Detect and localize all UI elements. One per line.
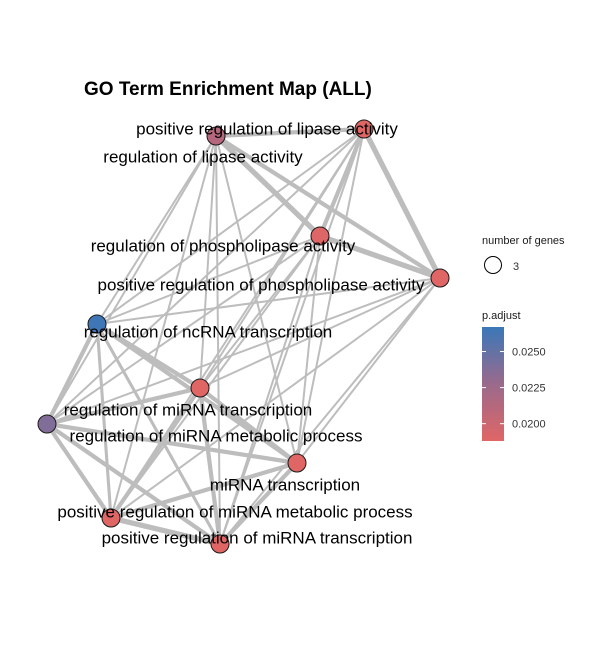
node-label-reg-mirna-tx: regulation of miRNA transcription: [64, 400, 313, 419]
edge-pos-lipase-reg-lipase: [213, 126, 367, 139]
node-reg-lipase: [206, 126, 226, 146]
edge-reg-mirna-tx-pos-mirna-tx: [197, 385, 223, 547]
edge-reg-lipase-reg-mirna-tx: [199, 135, 217, 389]
node-label-pos-mirna-tx: positive regulation of miRNA transcripti…: [102, 528, 413, 547]
legend-tick-label: 0.0250: [512, 347, 546, 359]
edge-reg-lipase-ncrna: [96, 135, 217, 325]
edge-reg-lipase-pos-mirna-met: [110, 135, 217, 519]
legend-ticks: 0.0250 0.0225 0.0200: [482, 347, 546, 431]
edge-reg-phospho-reg-mirna-met: [46, 235, 321, 425]
edge-reg-mirna-met-mirna-tx: [44, 421, 300, 466]
edge-ncrna-pos-mirna-tx: [95, 322, 222, 546]
edge-pos-phospho-ncrna: [96, 277, 441, 325]
node-reg-mirna-tx: [190, 378, 210, 398]
edge-reg-phospho-pos-phospho: [317, 233, 443, 281]
edge-mirna-tx-pos-mirna-met: [108, 460, 300, 521]
edge-ncrna-reg-mirna-met: [44, 321, 100, 427]
node-reg-mirna-met: [37, 414, 57, 434]
node-label-pos-mirna-met: positive regulation of miRNA metabolic p…: [57, 502, 412, 521]
edge-reg-phospho-ncrna: [96, 235, 321, 325]
edge-pos-lipase-reg-phospho: [317, 126, 367, 239]
edge-reg-lipase-pos-phospho: [213, 133, 443, 281]
node-pos-phospho: [430, 268, 450, 288]
edge-reg-mirna-met-pos-mirna-met: [44, 421, 114, 521]
nodes: [37, 119, 450, 554]
legend-size-title: number of genes: [482, 235, 565, 247]
chart-title: GO Term Enrichment Map (ALL): [84, 79, 372, 100]
edge-pos-phospho-reg-mirna-met: [46, 277, 441, 425]
node-label-ncrna: regulation of ncRNA transcription: [84, 322, 333, 341]
edges: [44, 126, 443, 547]
node-label-reg-lipase: regulation of lipase activity: [103, 147, 303, 166]
node-label-pos-lipase: positive regulation of lipase activity: [136, 119, 398, 138]
legend: number of genes 3 p.adjust 0.02500.02250…: [482, 235, 565, 441]
node-pos-lipase: [354, 119, 374, 139]
edge-pos-lipase-mirna-tx: [296, 128, 365, 464]
node-pos-mirna-met: [101, 508, 121, 528]
node-reg-phospho: [310, 226, 330, 246]
node-ncrna: [87, 314, 107, 334]
legend-tick-label: 0.0200: [512, 419, 546, 431]
edge-pos-lipase-pos-phospho: [361, 126, 443, 281]
legend-colorbar: [482, 327, 504, 441]
edge-reg-lipase-reg-phospho: [213, 133, 323, 239]
edge-reg-mirna-tx-reg-mirna-met: [44, 385, 203, 427]
edge-reg-lipase-mirna-tx: [215, 135, 298, 464]
node-labels: positive regulation of lipase activity re…: [57, 119, 425, 547]
legend-size-value: 3: [513, 261, 519, 273]
node-label-pos-phospho: positive regulation of phospholipase act…: [98, 275, 425, 294]
edge-pos-lipase-ncrna: [96, 128, 365, 325]
edge-mirna-tx-pos-mirna-tx: [217, 460, 300, 547]
edge-reg-mirna-tx-mirna-tx: [197, 385, 300, 466]
edge-reg-lipase-reg-mirna-met: [46, 135, 217, 425]
edge-reg-mirna-met-pos-mirna-tx: [44, 421, 223, 547]
edge-pos-phospho-reg-mirna-tx: [199, 277, 441, 389]
edge-pos-phospho-pos-mirna-met: [110, 277, 441, 519]
edge-reg-lipase-pos-mirna-tx: [215, 135, 221, 545]
node-label-reg-mirna-met: regulation of miRNA metabolic process: [70, 426, 363, 445]
legend-size-circle: [484, 256, 502, 274]
edge-pos-phospho-pos-mirna-tx: [219, 277, 441, 545]
edge-ncrna-pos-mirna-met: [95, 322, 113, 520]
edge-pos-lipase-pos-mirna-tx: [219, 128, 365, 545]
node-pos-mirna-tx: [210, 534, 230, 554]
edge-pos-mirna-met-pos-mirna-tx: [108, 515, 223, 547]
node-label-mirna-tx: miRNA transcription: [210, 475, 360, 494]
legend-tick-label: 0.0225: [512, 383, 546, 395]
edge-reg-phospho-mirna-tx: [296, 235, 321, 464]
edge-reg-phospho-pos-mirna-tx: [219, 235, 321, 545]
legend-color-title: p.adjust: [482, 310, 521, 322]
edge-reg-phospho-pos-mirna-met: [110, 235, 321, 519]
node-mirna-tx: [287, 453, 307, 473]
node-label-reg-phospho: regulation of phospholipase activity: [91, 236, 356, 255]
edge-pos-phospho-mirna-tx: [296, 277, 441, 464]
edge-reg-mirna-tx-pos-mirna-met: [108, 385, 203, 521]
